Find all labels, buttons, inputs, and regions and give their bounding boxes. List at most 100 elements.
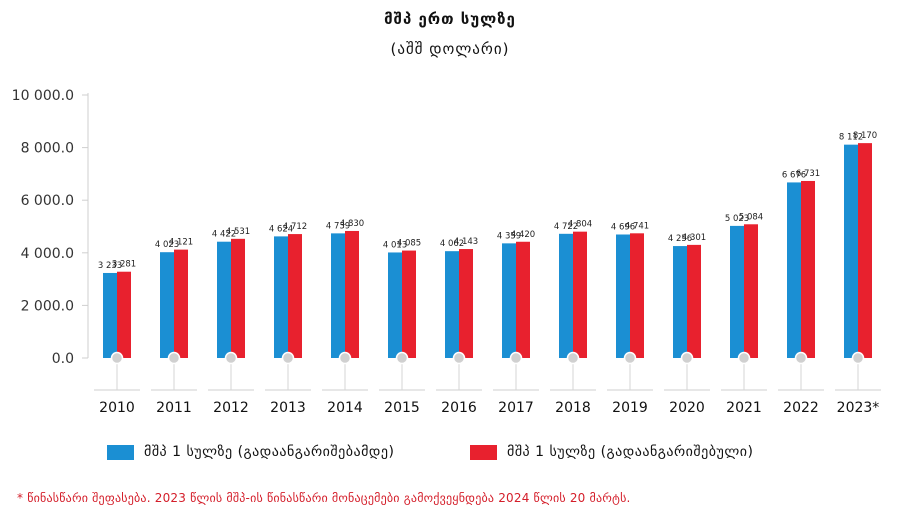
data-label-series-2: 8 170 bbox=[853, 131, 877, 141]
bar-series-2 bbox=[573, 231, 587, 358]
bar-series-2 bbox=[402, 250, 416, 358]
y-tick-label: 8 000.0 bbox=[21, 141, 74, 157]
bar-series-1 bbox=[160, 252, 174, 358]
baseline-marker-dot bbox=[851, 351, 865, 365]
data-label-series-2: 4 830 bbox=[340, 219, 364, 229]
bar-series-1 bbox=[103, 272, 117, 358]
bar-series-1 bbox=[616, 234, 630, 358]
bar-series-1 bbox=[559, 233, 573, 358]
data-label-series-2: 5 084 bbox=[739, 212, 763, 222]
data-label-series-1: 4 359 bbox=[497, 231, 521, 241]
data-label-series-2: 4 085 bbox=[397, 239, 421, 249]
x-tick-label: 2013 bbox=[270, 400, 306, 416]
legend-item-series-1: მშპ 1 სულზე (გადაანგარიშებამდე) bbox=[107, 442, 394, 462]
data-label-series-2: 4 741 bbox=[625, 221, 649, 231]
bar-series-2 bbox=[174, 249, 188, 358]
legend-label-series-1: მშპ 1 სულზე (გადაანგარიშებამდე) bbox=[144, 444, 395, 460]
x-tick-label: 2017 bbox=[498, 400, 534, 416]
data-label-series-1: 3 233 bbox=[98, 261, 122, 271]
data-label-series-1: 6 676 bbox=[782, 170, 806, 180]
data-label-series-2: 4 301 bbox=[682, 233, 706, 243]
chart-subtitle: (აშშ დოლარი) bbox=[390, 40, 510, 58]
data-label-series-1: 4 062 bbox=[440, 239, 464, 249]
chart-title: მშპ ერთ სულზე bbox=[384, 10, 516, 28]
legend-item-series-2: მშპ 1 სულზე (გადაანგარიშებული) bbox=[470, 442, 753, 462]
x-tick-label: 2011 bbox=[156, 400, 192, 416]
bar-series-1 bbox=[673, 246, 687, 358]
baseline-marker-dot bbox=[680, 351, 694, 365]
x-tick-label: 2022 bbox=[783, 400, 819, 416]
data-label-series-2: 6 731 bbox=[796, 169, 820, 179]
bar-series-2 bbox=[288, 234, 302, 358]
bar-series-2 bbox=[231, 238, 245, 358]
bar-series-1 bbox=[787, 182, 801, 358]
x-tick-label: 2012 bbox=[213, 400, 249, 416]
baseline-marker-dot bbox=[110, 351, 124, 365]
bar-series-2 bbox=[459, 249, 473, 358]
legend-swatch-series-2 bbox=[470, 444, 497, 460]
bar-series-2 bbox=[687, 244, 701, 358]
x-tick-label: 2023* bbox=[837, 400, 880, 416]
data-label-series-1: 4 422 bbox=[212, 230, 236, 240]
data-label-series-1: 4 696 bbox=[611, 222, 635, 232]
x-tick-label: 2019 bbox=[612, 400, 648, 416]
bar-series-1 bbox=[844, 144, 858, 358]
data-label-series-2: 4 121 bbox=[169, 238, 193, 248]
x-tick-label: 2021 bbox=[726, 400, 762, 416]
y-tick-label: 4 000.0 bbox=[21, 246, 74, 262]
baseline-marker-dot bbox=[737, 351, 751, 365]
data-label-series-1: 4 624 bbox=[269, 224, 293, 234]
baseline-marker-dot bbox=[623, 351, 637, 365]
bar-series-2 bbox=[516, 241, 530, 358]
bar-series-1 bbox=[217, 241, 231, 358]
x-tick-label: 2018 bbox=[555, 400, 591, 416]
data-label-series-1: 4 256 bbox=[668, 234, 692, 244]
data-label-series-1: 4 023 bbox=[155, 240, 179, 250]
bar-series-2 bbox=[744, 224, 758, 358]
footnote: * წინასწარი შეფასება. 2023 წლის მშპ-ის წ… bbox=[17, 491, 631, 505]
baseline-marker-dot bbox=[281, 351, 295, 365]
data-label-series-2: 4 531 bbox=[226, 227, 250, 237]
bar-series-1 bbox=[274, 236, 288, 358]
baseline-marker-dot bbox=[338, 351, 352, 365]
y-tick-label: 10 000.0 bbox=[12, 88, 74, 104]
data-label-series-2: 4 712 bbox=[283, 222, 307, 232]
x-tick-label: 2014 bbox=[327, 400, 363, 416]
data-label-series-1: 4 739 bbox=[326, 221, 350, 231]
bar-series-2 bbox=[801, 180, 815, 358]
baseline-marker-dot bbox=[452, 351, 466, 365]
y-tick-label: 6 000.0 bbox=[21, 193, 74, 209]
x-tick-label: 2016 bbox=[441, 400, 477, 416]
baseline-marker-dot bbox=[224, 351, 238, 365]
baseline-marker-dot bbox=[395, 351, 409, 365]
baseline-marker-dot bbox=[509, 351, 523, 365]
data-label-series-2: 4 143 bbox=[454, 237, 478, 247]
baseline-marker-dot bbox=[167, 351, 181, 365]
bar-series-1 bbox=[445, 251, 459, 358]
data-label-series-1: 4 722 bbox=[554, 222, 578, 232]
legend-swatch-series-1 bbox=[107, 444, 134, 460]
bar-series-2 bbox=[117, 271, 131, 358]
x-tick-label: 2020 bbox=[669, 400, 705, 416]
bar-series-1 bbox=[730, 225, 744, 358]
bar-series-1 bbox=[502, 243, 516, 358]
bar-series-2 bbox=[858, 143, 872, 358]
y-tick-label: 2 000.0 bbox=[21, 298, 74, 314]
x-tick-label: 2010 bbox=[99, 400, 135, 416]
legend-label-series-2: მშპ 1 სულზე (გადაანგარიშებული) bbox=[507, 444, 754, 460]
bar-series-2 bbox=[345, 230, 359, 358]
baseline-marker-dot bbox=[794, 351, 808, 365]
data-label-series-2: 4 420 bbox=[511, 230, 535, 240]
baseline-marker-dot bbox=[566, 351, 580, 365]
data-label-series-1: 5 023 bbox=[725, 214, 749, 224]
data-label-series-2: 4 804 bbox=[568, 220, 592, 230]
bar-series-2 bbox=[630, 233, 644, 358]
y-tick-label: 0.0 bbox=[52, 351, 74, 367]
bar-series-1 bbox=[331, 233, 345, 358]
x-tick-label: 2015 bbox=[384, 400, 420, 416]
bar-series-1 bbox=[388, 252, 402, 358]
data-label-series-1: 8 112 bbox=[839, 133, 863, 143]
data-label-series-1: 4 013 bbox=[383, 240, 407, 250]
data-label-series-2: 3 281 bbox=[112, 260, 136, 270]
